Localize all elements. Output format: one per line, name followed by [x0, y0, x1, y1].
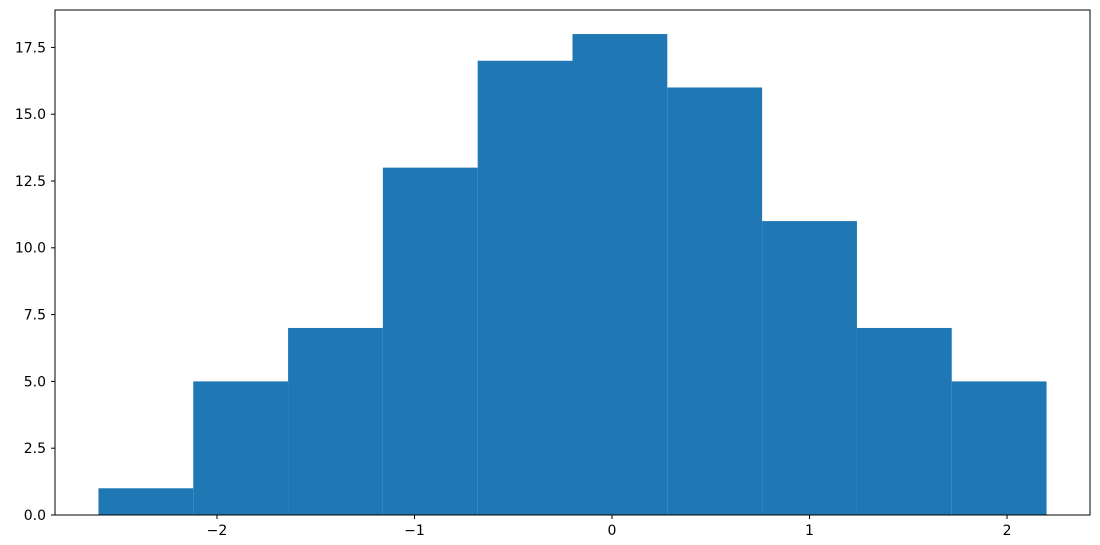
x-tick-label: −1 [404, 523, 425, 539]
histogram-bar [573, 34, 668, 515]
histogram-bar [667, 87, 762, 515]
y-tick-label: 12.5 [15, 174, 46, 190]
x-tick-label: 0 [608, 523, 617, 539]
histogram-bar [193, 381, 288, 515]
y-tick-label: 7.5 [24, 308, 46, 324]
x-tick-label: 2 [1003, 523, 1012, 539]
y-tick-label: 2.5 [24, 441, 46, 457]
y-tick-label: 0.0 [24, 508, 46, 524]
chart-container: −2 −1 0 1 2 0.0 2.5 5.0 7.5 10.0 12.5 15.0 17.5 [0, 0, 1100, 545]
histogram-bar [762, 221, 857, 515]
x-tick-label: −2 [207, 523, 228, 539]
y-tick-label: 5.0 [24, 374, 46, 390]
histogram-bar [478, 61, 573, 515]
histogram-svg: −2 −1 0 1 2 0.0 2.5 5.0 7.5 10.0 12.5 15.0 17.5 [0, 0, 1100, 545]
x-tick-label: 1 [805, 523, 814, 539]
histogram-bar [288, 328, 383, 515]
histogram-bar [98, 488, 193, 515]
histogram-bar [952, 381, 1047, 515]
histogram-bar [383, 168, 478, 515]
y-tick-label: 15.0 [15, 107, 46, 123]
y-tick-label: 10.0 [15, 241, 46, 257]
histogram-bar [857, 328, 952, 515]
y-tick-label: 17.5 [15, 40, 46, 56]
